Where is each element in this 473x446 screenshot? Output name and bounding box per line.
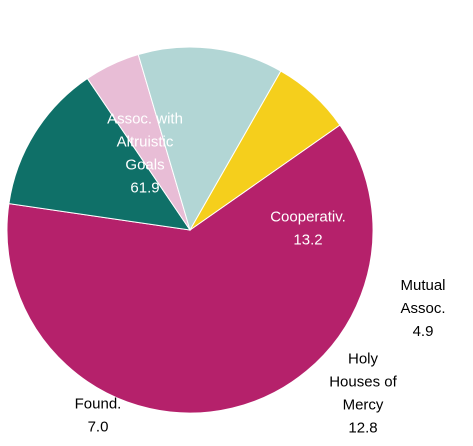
slice-label: Assoc. with Altruistic Goals 61.9 (107, 111, 183, 197)
slice-name-label: Assoc. (400, 300, 445, 317)
slice-name-label: Cooperativ. (270, 209, 346, 226)
pie-labels: Assoc. with Altruistic Goals 61.9 Cooperativ… (75, 111, 446, 437)
slice-name-label: Mercy (343, 397, 384, 414)
slice-value-label: 12.8 (348, 420, 377, 437)
slice-label: Mutual Assoc. 4.9 (400, 277, 445, 340)
pie-slice (6, 124, 374, 414)
slice-name-label: Holy (348, 351, 379, 368)
pie-slice (189, 70, 341, 231)
slice-label: Found. 7.0 (75, 396, 122, 436)
pie-slice (137, 46, 282, 232)
slice-name-label: Assoc. with (107, 111, 183, 128)
slice-value-label: 61.9 (130, 180, 159, 197)
slice-label: Cooperativ. 13.2 (270, 209, 346, 249)
slice-name-label: Altruistic (117, 134, 174, 151)
pie-slice (8, 77, 192, 231)
slice-value-label: 7.0 (88, 419, 109, 436)
slice-name-label: Houses of (329, 374, 397, 391)
slice-value-label: 4.9 (413, 323, 434, 340)
slice-name-label: Found. (75, 396, 122, 413)
slice-label: Holy Houses of Mercy 12.8 (329, 351, 397, 437)
slice-value-label: 13.2 (293, 232, 322, 249)
pie-slices (6, 46, 374, 414)
slice-name-label: Mutual (400, 277, 445, 294)
slice-name-label: Goals (125, 157, 164, 174)
